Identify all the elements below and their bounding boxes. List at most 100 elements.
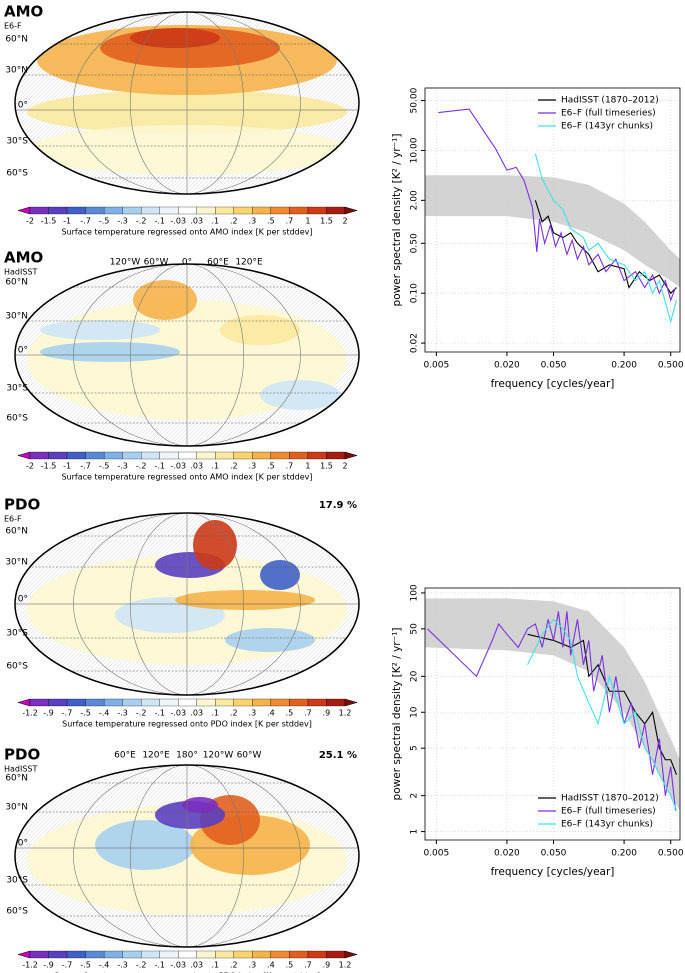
colorbar-tick-label: -.2	[136, 709, 147, 718]
spectrum-line	[427, 611, 677, 811]
colorbar-segment	[48, 206, 68, 215]
y-axis-label: power spectral density [K² / yr⁻¹]	[391, 134, 403, 307]
colorbar-tick-label: .5	[286, 961, 294, 970]
colorbar-tick-label: .5	[286, 709, 294, 718]
colorbar-arrow	[17, 451, 31, 460]
colorbar-segment	[66, 451, 86, 460]
colorbar-segment	[178, 451, 197, 460]
colorbar-arrow	[17, 698, 31, 707]
map-anomaly	[95, 820, 195, 870]
colorbar-tick-label: .7	[286, 462, 294, 471]
spectrum-chart: 0.005 0.020 0.050 0.200 0.500 100 50 20 10 5 2 1 fre…	[391, 584, 684, 878]
colorbar-segment	[252, 451, 272, 460]
colorbar-segment	[215, 451, 234, 460]
colorbar-tick-label: .5	[267, 462, 275, 471]
map-outline	[14, 512, 360, 696]
colorbar-segment	[122, 698, 142, 707]
map-field	[15, 765, 359, 947]
spectrum-line	[534, 153, 678, 324]
colorbar-segment	[29, 698, 49, 707]
colorbar-segment	[29, 451, 49, 460]
spectrum-chart: 0.005 0.020 0.050 0.200 0.500 50.00 10.00 2.00 0…	[391, 87, 684, 390]
lat-label: 30°N	[5, 312, 28, 322]
lon-label: 120°E	[142, 751, 170, 761]
lat-label: 30°N	[5, 803, 28, 813]
colorbar-tick-label: -.1	[154, 217, 165, 226]
colorbar-segment	[196, 950, 216, 959]
colorbar-segment	[141, 206, 160, 215]
colorbar-segment	[326, 451, 346, 460]
colorbar-segment	[196, 698, 216, 707]
colorbar-segment	[178, 950, 197, 959]
plot-frame	[424, 587, 681, 841]
colorbar-tick-label: .03	[190, 462, 203, 471]
colorbar-tick-label: -.3	[117, 462, 128, 471]
lat-label: 60°S	[6, 907, 28, 917]
map-title: AMO	[4, 3, 43, 21]
colorbar-segment	[326, 950, 346, 959]
colorbar-tick-label: -.2	[136, 462, 147, 471]
lat-label: 30°S	[6, 629, 28, 639]
colorbar-tick-label: .03	[190, 709, 203, 718]
colorbar-segment	[233, 950, 253, 959]
colorbar-tick-label: 1	[305, 217, 310, 226]
colorbar-segment	[196, 206, 216, 215]
colorbar-tick-label: -.2	[136, 217, 147, 226]
colorbar-tick-label: -.03	[170, 462, 186, 471]
colorbar-tick-label: -.9	[43, 709, 54, 718]
y-tick-label: 50	[410, 623, 420, 635]
colorbar-tick-label: -.1	[154, 961, 165, 970]
spectrum-line	[438, 108, 677, 302]
colorbar-segment	[66, 698, 86, 707]
colorbar-tick-label: .4	[267, 961, 275, 970]
colorbar-segment	[215, 206, 234, 215]
colorbar-tick-label: .1	[211, 217, 219, 226]
lat-label: 30°S	[6, 384, 28, 394]
lon-label: 60°W	[237, 751, 262, 761]
colorbar-segment	[66, 206, 86, 215]
legend-label: E6–F (143yr chunks)	[561, 820, 653, 830]
lon-label: 60°E	[207, 258, 229, 268]
colorbar-tick-label: -.5	[99, 217, 110, 226]
confidence-band	[425, 175, 680, 288]
spectrum-line	[527, 633, 678, 775]
colorbar-tick-label: .1	[211, 462, 219, 471]
x-tick-label: 0.200	[611, 361, 637, 371]
colorbar-segment	[85, 206, 105, 215]
colorbar-label: Surface temperature regressed onto PDO i…	[62, 720, 312, 729]
lat-label: 60°N	[5, 527, 28, 537]
confidence-band	[425, 598, 680, 811]
colorbar-segment	[178, 698, 197, 707]
colorbar-tick-label: .7	[286, 217, 294, 226]
colorbar-segment	[307, 206, 327, 215]
colorbar-segment	[326, 698, 346, 707]
x-tick-label: 0.050	[541, 361, 567, 371]
colorbar-segment	[29, 206, 49, 215]
legend-label: E6–F (143yr chunks)	[561, 122, 653, 132]
lon-label: 120°W	[203, 751, 234, 761]
colorbar-segment	[66, 950, 86, 959]
y-tick-label: 0.10	[410, 283, 420, 303]
lon-label: 180°	[176, 751, 198, 761]
map-anomaly	[130, 28, 220, 48]
x-tick-label: 0.200	[611, 849, 637, 859]
lat-label: 60°N	[5, 35, 28, 45]
map-subtitle: E6-F	[4, 22, 22, 31]
colorbar-tick-label: .3	[249, 462, 257, 471]
y-tick-label: 2	[410, 793, 420, 799]
colorbar-segment	[289, 950, 309, 959]
colorbar-segment	[270, 451, 290, 460]
legend-label: E6–F (full timeseries)	[561, 109, 656, 119]
colorbar-tick-label: -1	[63, 462, 71, 471]
map-anomaly	[260, 380, 340, 410]
colorbar-tick-label: .4	[267, 709, 275, 718]
plot-frame	[424, 87, 681, 353]
colorbar-tick-label: -2	[26, 462, 34, 471]
lat-label: 30°S	[6, 137, 28, 147]
map-anomaly	[220, 315, 300, 345]
colorbar-segment	[85, 950, 105, 959]
colorbar-tick-label: -1.2	[22, 709, 38, 718]
map-anomaly	[133, 280, 197, 320]
colorbar-tick-label: -.4	[99, 709, 110, 718]
